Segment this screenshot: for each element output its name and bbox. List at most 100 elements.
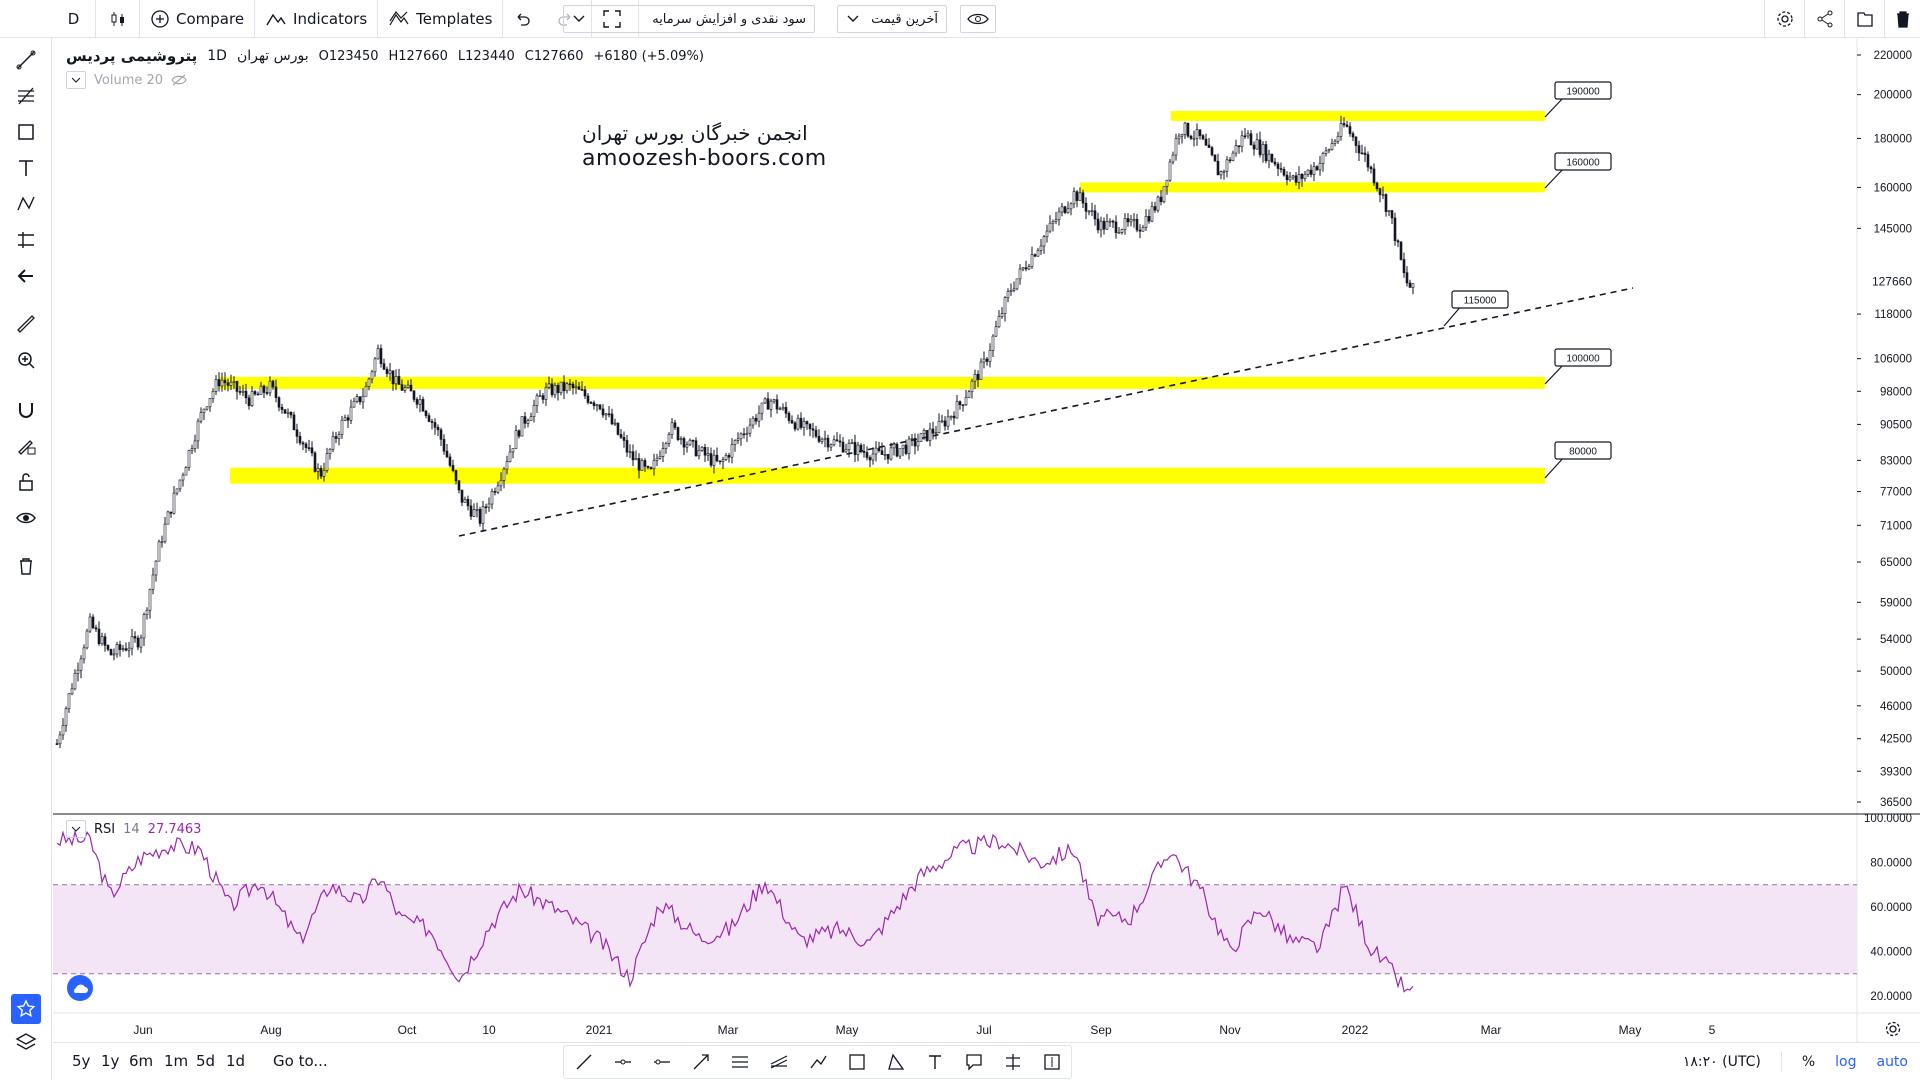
horizontal-line-icon[interactable] xyxy=(603,1046,642,1078)
rectangle-icon[interactable] xyxy=(837,1046,876,1078)
callout-box[interactable] xyxy=(1451,290,1509,309)
percent-toggle[interactable]: % xyxy=(1801,1054,1816,1070)
snapshot-button[interactable] xyxy=(1844,0,1884,38)
arrow-icon[interactable] xyxy=(681,1046,720,1078)
triangle-icon[interactable] xyxy=(876,1046,915,1078)
candle-body xyxy=(772,399,776,402)
settings-button[interactable] xyxy=(1764,0,1804,38)
left-toolbar xyxy=(0,0,52,1080)
unlock-icon[interactable] xyxy=(12,468,40,496)
timezone-label[interactable]: ۱۸:۲۰ (UTC) xyxy=(1682,1054,1761,1070)
parallel-channel-icon[interactable] xyxy=(720,1046,759,1078)
sr-zone-0[interactable] xyxy=(1171,110,1545,121)
candle-body xyxy=(658,456,662,459)
candle-body xyxy=(436,426,440,431)
candle-body xyxy=(1198,129,1202,136)
pitchfork-icon[interactable] xyxy=(759,1046,798,1078)
undo-button[interactable] xyxy=(503,0,547,38)
callout-icon[interactable] xyxy=(954,1046,993,1078)
share-button[interactable] xyxy=(1804,0,1844,38)
goto-button[interactable]: Go to... xyxy=(273,1052,328,1070)
magnet-icon[interactable] xyxy=(12,396,40,424)
favorites-star-icon[interactable] xyxy=(11,994,41,1024)
sr-zone-1[interactable] xyxy=(1080,182,1545,193)
chart-type-button[interactable] xyxy=(96,0,140,38)
range-5y[interactable]: 5y xyxy=(72,1052,91,1070)
gear-icon[interactable] xyxy=(1884,1020,1902,1042)
range-5d[interactable]: 5d xyxy=(196,1052,216,1070)
candle-body xyxy=(1150,206,1154,222)
cloud-icon[interactable] xyxy=(67,975,93,1001)
candle-body xyxy=(511,448,515,453)
support-trendline[interactable] xyxy=(458,287,1634,537)
price-chart[interactable]: 190000 160000 115000 100000 80000 220000 20000… xyxy=(53,39,1920,1042)
delete-button[interactable] xyxy=(1884,0,1920,38)
fib-tool-icon[interactable] xyxy=(12,82,40,110)
horizontal-ray-icon[interactable] xyxy=(642,1046,681,1078)
candle-body xyxy=(1099,220,1103,231)
candle-body xyxy=(313,452,317,472)
eye-icon[interactable] xyxy=(12,504,40,532)
candle-body xyxy=(598,404,602,410)
dividend-select[interactable]: سود نقدی و افزایش سرمایه xyxy=(563,5,815,33)
candle-body xyxy=(295,429,299,437)
candle-body xyxy=(646,466,650,468)
pattern-tool-icon[interactable] xyxy=(12,190,40,218)
lock-drawing-icon[interactable] xyxy=(12,432,40,460)
collapse-button[interactable] xyxy=(66,71,86,89)
interval-button[interactable]: D xyxy=(52,0,96,38)
candle-body xyxy=(1396,240,1400,243)
layers-icon[interactable] xyxy=(14,1031,38,1059)
fullscreen-button[interactable] xyxy=(592,0,640,38)
prediction-tool-icon[interactable] xyxy=(12,226,40,254)
sr-zone-3[interactable] xyxy=(230,467,1545,484)
zoom-in-icon[interactable] xyxy=(12,346,40,374)
price-type-select[interactable]: آخرین قیمت xyxy=(837,5,947,33)
candle-body xyxy=(193,440,197,449)
trash-icon[interactable] xyxy=(12,552,40,580)
range-6m[interactable]: 6m xyxy=(129,1052,154,1070)
callout-box[interactable] xyxy=(1554,81,1612,100)
callout-box[interactable] xyxy=(1554,152,1612,171)
collapse-button[interactable] xyxy=(66,820,86,838)
candle-body xyxy=(1339,123,1343,137)
range-1y[interactable]: 1y xyxy=(101,1052,120,1070)
candle-body xyxy=(166,511,170,525)
sr-zone-2[interactable] xyxy=(219,376,1545,389)
price-range-icon[interactable] xyxy=(1032,1046,1071,1078)
text-icon[interactable] xyxy=(915,1046,954,1078)
templates-button[interactable]: Templates xyxy=(378,0,504,38)
candle-body xyxy=(808,423,812,430)
visibility-button[interactable] xyxy=(960,5,996,33)
candle-body xyxy=(769,400,773,410)
measure-icon[interactable] xyxy=(993,1046,1032,1078)
candle-body xyxy=(235,381,239,392)
trend-line-icon[interactable] xyxy=(12,46,40,74)
trend-line-icon[interactable] xyxy=(564,1046,603,1078)
candle-body xyxy=(1243,135,1247,138)
back-arrow-icon[interactable] xyxy=(12,262,40,290)
eye-hidden-icon[interactable] xyxy=(171,74,187,86)
chart-area[interactable]: 190000 160000 115000 100000 80000 220000 20000… xyxy=(53,39,1920,1042)
text-tool-icon[interactable] xyxy=(12,154,40,182)
indicators-button[interactable]: Indicators xyxy=(255,0,379,38)
candle-body xyxy=(844,449,848,453)
candle-body xyxy=(961,404,965,407)
compare-button[interactable]: Compare xyxy=(140,0,256,38)
callout-box[interactable] xyxy=(1554,441,1612,460)
path-icon[interactable] xyxy=(798,1046,837,1078)
range-1d[interactable]: 1d xyxy=(226,1052,246,1070)
candle-body xyxy=(1159,196,1163,203)
candle-body xyxy=(823,437,827,440)
callout-box[interactable] xyxy=(1554,348,1612,367)
candle-body xyxy=(1303,173,1307,179)
candle-body xyxy=(1321,153,1325,164)
rectangle-tool-icon[interactable] xyxy=(12,118,40,146)
range-1m[interactable]: 1m xyxy=(164,1052,189,1070)
candle-body xyxy=(874,447,878,455)
rsi-line[interactable] xyxy=(56,829,1414,993)
ruler-icon[interactable] xyxy=(12,310,40,338)
log-toggle[interactable]: log xyxy=(1835,1054,1857,1070)
candle-body xyxy=(442,439,446,452)
auto-toggle[interactable]: auto xyxy=(1876,1054,1908,1070)
